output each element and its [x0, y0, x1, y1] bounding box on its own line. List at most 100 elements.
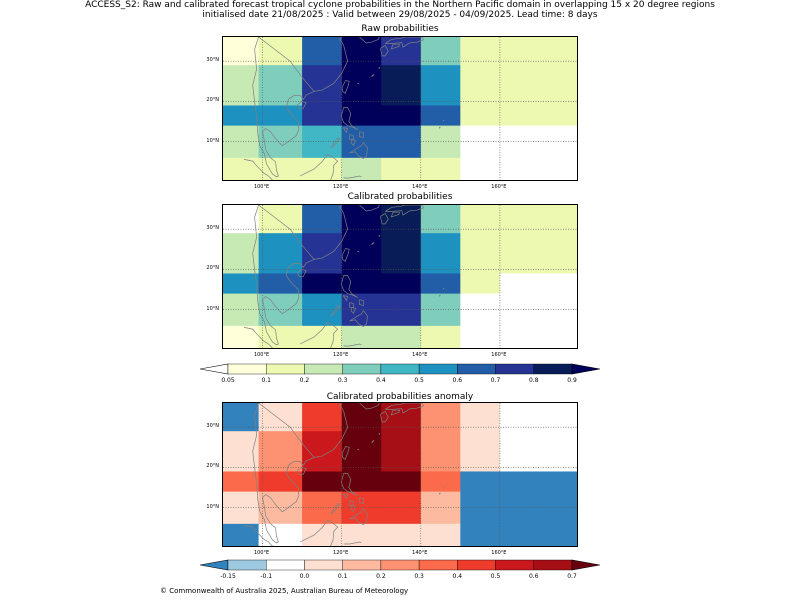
heatmap-cell	[302, 325, 343, 348]
colorbar-bin	[227, 559, 267, 571]
colorbar-tick-label: 0.7	[567, 573, 577, 580]
coastline	[378, 66, 381, 69]
heatmap-cell	[258, 431, 303, 472]
heatmap-cell	[420, 325, 461, 348]
colorbar-tick-label: 0.4	[452, 573, 463, 580]
coastline	[390, 211, 400, 218]
heatmap-cell	[460, 65, 501, 106]
heatmap-cell	[258, 105, 303, 127]
coastline	[371, 242, 375, 246]
colorbar-tick-label: 0.3	[337, 377, 348, 384]
heatmap-cell	[258, 233, 303, 274]
x-tick-label: 140°E	[412, 184, 428, 190]
heatmap-cell	[420, 157, 461, 180]
colorbar-bin	[304, 363, 343, 375]
heatmap-cell	[341, 157, 382, 180]
heatmap-cell	[499, 273, 577, 295]
anomaly-colorbar: -0.15 -0.1 0.0 0.1 0.2 0.3 0.4 0.5 0.6 0.7	[198, 558, 602, 584]
heatmap-cell	[460, 325, 501, 348]
heatmap-cell	[302, 273, 343, 295]
coastline	[243, 159, 273, 180]
coastline	[380, 411, 389, 423]
x-tick-label: 160°E	[491, 550, 507, 556]
y-tick-label: 30°N	[206, 423, 219, 430]
heatmap-cell	[499, 523, 577, 546]
heatmap-cell	[499, 105, 577, 127]
heatmap-cell	[302, 431, 343, 472]
heatmap-cell	[420, 65, 461, 106]
x-tick-label: 160°E	[491, 184, 507, 190]
coastline	[385, 37, 425, 48]
coastline	[343, 541, 362, 545]
heatmap-cell	[420, 105, 461, 127]
heatmap-cell	[223, 325, 260, 348]
colorbar-tick-label: 0.3	[414, 573, 424, 580]
heatmap-cell	[381, 471, 422, 493]
x-tick-label: 140°E	[412, 352, 428, 358]
x-tick-label: 120°E	[333, 550, 349, 556]
coastline	[340, 473, 358, 496]
heatmap-cell	[381, 65, 422, 106]
coastline	[359, 205, 380, 212]
colorbar-tick-label: 0.05	[221, 377, 235, 384]
coastline	[341, 446, 350, 460]
colorbar-tick-label: 0.5	[490, 573, 501, 580]
heatmap-cell	[460, 105, 501, 127]
heatmap-cell	[341, 471, 382, 493]
coastline	[342, 127, 349, 134]
heatmap-cell	[258, 471, 303, 493]
heatmap-cell	[420, 273, 461, 295]
colorbar-tick-label: 0.7	[490, 377, 501, 384]
coastline	[359, 497, 364, 505]
coastline	[341, 80, 350, 94]
colorbar-extend-high	[571, 559, 601, 571]
heatmap-cell	[302, 65, 343, 106]
heatmap-cell	[460, 233, 501, 274]
chart-title-line1: ACCESS_S2: Raw and calibrated forecast t…	[85, 0, 715, 10]
y-tick-label: 20°N	[206, 463, 219, 470]
heatmap-cell	[499, 471, 577, 493]
heatmap-cell	[258, 157, 303, 180]
coastline	[343, 175, 362, 179]
coastline	[342, 493, 349, 500]
coastline	[330, 503, 341, 515]
probability-colorbar: 0.05 0.1 0.2 0.3 0.4 0.5 0.6 0.7 0.8 0.9	[198, 362, 602, 388]
anomaly-map	[222, 402, 578, 547]
colorbar-tick-label: 0.6	[528, 573, 539, 580]
heatmap-cell	[302, 471, 343, 493]
colorbar-bin	[418, 363, 458, 375]
heatmap-cell	[420, 523, 461, 546]
coastline	[359, 403, 380, 410]
coastline	[340, 275, 358, 298]
heatmap-cell	[460, 471, 501, 493]
x-tick-label: 120°E	[333, 184, 349, 190]
coastline	[380, 45, 389, 57]
coastline	[390, 43, 400, 50]
colorbar-bin	[266, 559, 305, 571]
map-canvas	[223, 37, 577, 180]
x-tick-label: 120°E	[333, 352, 349, 358]
coastline	[341, 248, 350, 262]
coastline	[258, 205, 348, 260]
colorbar-canvas	[199, 363, 601, 375]
colorbar-canvas	[199, 559, 601, 571]
coastline	[297, 269, 307, 278]
heatmap-cell	[381, 523, 422, 546]
coastline	[359, 299, 364, 307]
heatmap-cell	[420, 431, 461, 472]
heatmap-cell	[341, 431, 382, 472]
heatmap-cell	[381, 325, 422, 348]
x-tick-label: 100°E	[253, 352, 270, 358]
coastline	[359, 37, 380, 44]
coastline	[359, 131, 364, 139]
chart-title-line2: initialised date 21/08/2025 : Valid betw…	[202, 10, 598, 20]
coastline	[297, 101, 307, 110]
coastline	[378, 234, 381, 237]
anomaly-panel-title: Calibrated probabilities anomaly	[326, 392, 474, 402]
heatmap-cell	[460, 157, 501, 180]
heatmap-cell	[302, 157, 343, 180]
y-tick-label: 10°N	[206, 137, 219, 144]
heatmap-cell	[381, 105, 422, 127]
colorbar-bin	[418, 559, 458, 571]
heatmap-cell	[460, 523, 501, 546]
